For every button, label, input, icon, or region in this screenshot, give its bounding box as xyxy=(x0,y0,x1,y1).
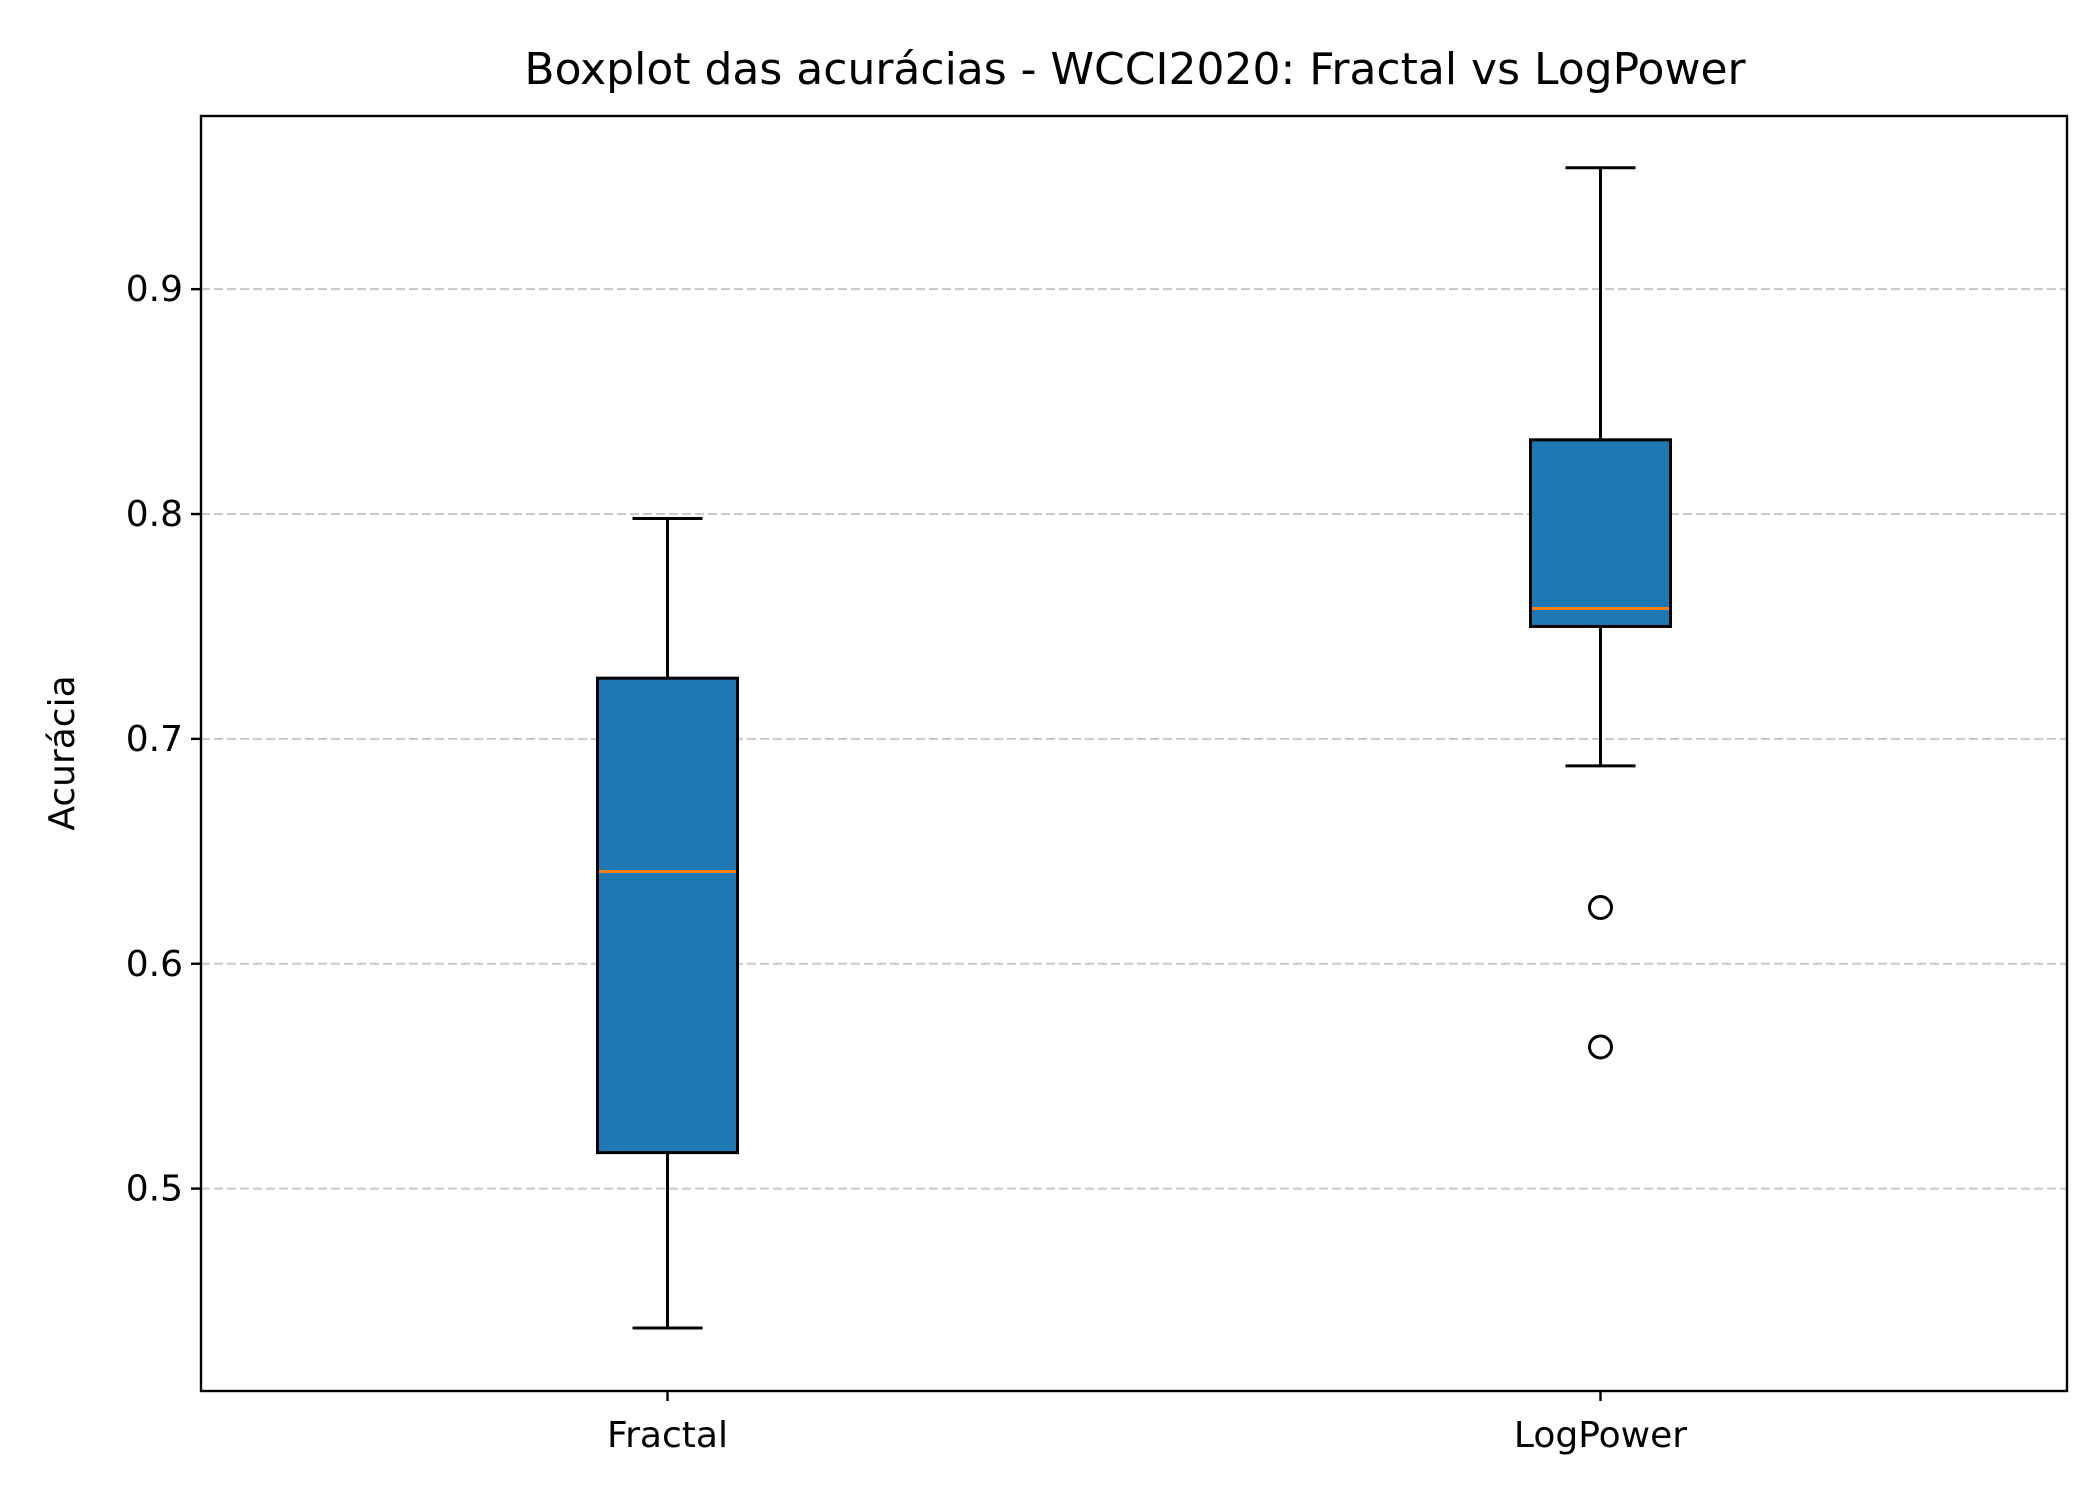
chart-title: Boxplot das acurácias - WCCI2020: Fracta… xyxy=(524,44,1746,95)
outlier-point xyxy=(1588,1034,1613,1060)
boxes xyxy=(596,166,1672,1330)
outlier-point xyxy=(1588,895,1613,921)
box-group-fractal xyxy=(596,517,739,1330)
grid-lines xyxy=(201,288,2067,1190)
y-axis-label: Acurácia xyxy=(42,675,83,830)
y-tick-label: 0.5 xyxy=(126,1169,183,1210)
y-axis: 0.5 0.6 0.7 0.8 0.9 xyxy=(126,269,201,1210)
y-tick-label: 0.7 xyxy=(126,719,183,760)
iqr-box xyxy=(596,676,739,1155)
plot-frame xyxy=(199,114,2069,1393)
iqr-box xyxy=(1529,438,1672,628)
x-axis: Fractal LogPower xyxy=(607,1391,1687,1456)
box-group-logpower xyxy=(1529,166,1672,1060)
x-tick-label: LogPower xyxy=(1514,1415,1687,1456)
y-tick-label: 0.8 xyxy=(126,494,183,535)
y-tick-label: 0.9 xyxy=(126,269,183,310)
y-tick-label: 0.6 xyxy=(126,944,183,985)
x-tick-label: Fractal xyxy=(607,1415,728,1456)
